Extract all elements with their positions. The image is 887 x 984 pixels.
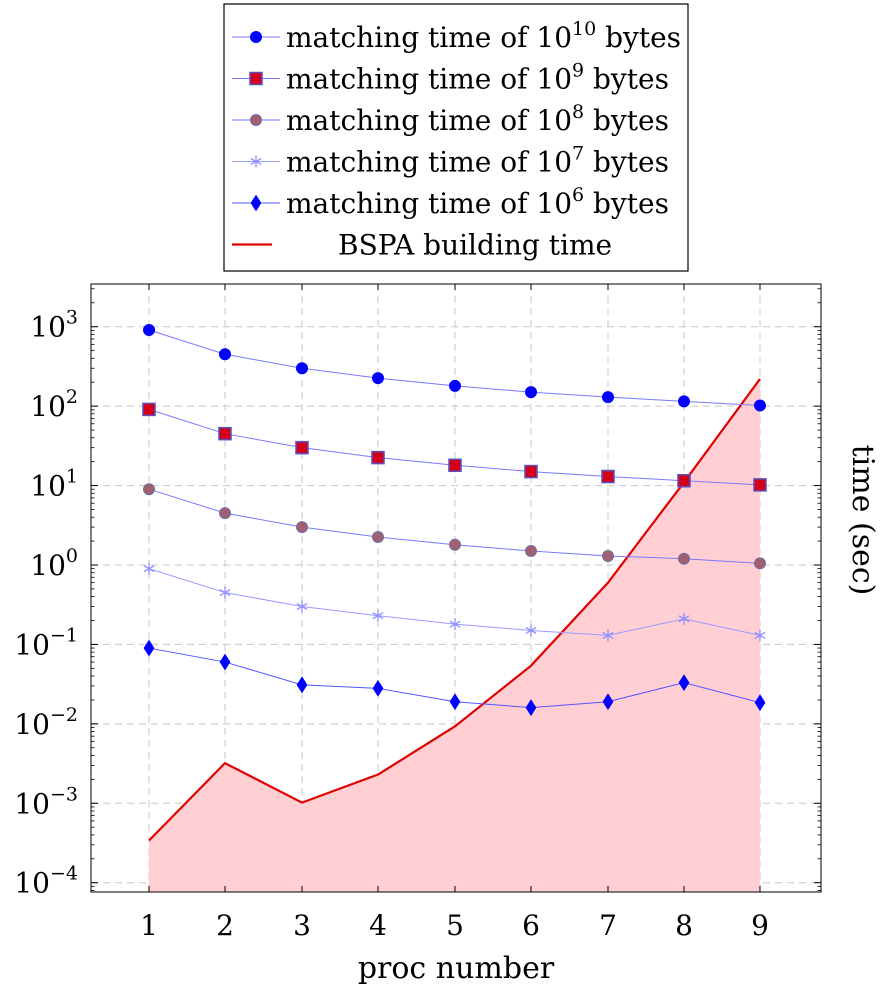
- data-point: [296, 600, 308, 613]
- data-point: [449, 693, 461, 711]
- data-point: [296, 521, 308, 534]
- x-tick-label: 9: [751, 909, 769, 942]
- legend-label: matching time of 108 bytes: [286, 101, 669, 137]
- data-point: [601, 469, 615, 484]
- data-point: [449, 538, 461, 551]
- legend-item: matching time of 106 bytes: [232, 184, 669, 220]
- plot-frame: [90, 283, 822, 893]
- data-point: [372, 609, 384, 622]
- data-point: [143, 483, 155, 496]
- y-tick-label: 102: [30, 386, 78, 423]
- x-tick-label: 7: [599, 909, 617, 942]
- legend-label: matching time of 107 bytes: [286, 143, 669, 179]
- data-point: [678, 674, 690, 692]
- y-tick-label: 10−2: [14, 704, 78, 741]
- legend: matching time of 1010 bytes matching time…: [223, 3, 689, 272]
- data-point: [754, 399, 766, 412]
- data-point: [754, 557, 766, 570]
- data-point: [219, 507, 231, 520]
- legend-label: matching time of 109 bytes: [286, 60, 669, 96]
- data-point: [296, 676, 308, 694]
- x-tick-label: 6: [522, 909, 540, 942]
- legend-marker: [250, 194, 262, 212]
- legend-item: matching time of 108 bytes: [232, 101, 669, 137]
- data-point: [602, 391, 614, 404]
- legend-item: matching time of 1010 bytes: [232, 18, 681, 54]
- data-point: [678, 552, 690, 565]
- data-point: [372, 531, 384, 544]
- x-tick-label: 3: [293, 909, 311, 942]
- data-point: [218, 426, 232, 441]
- y-tick-label: 10−3: [14, 783, 78, 820]
- x-axis-label: proc number: [358, 951, 555, 984]
- data-point: [525, 699, 537, 717]
- data-point: [219, 348, 231, 361]
- y-tick-label: 100: [30, 545, 78, 582]
- data-point: [371, 450, 385, 465]
- series-2: [143, 483, 766, 570]
- legend-marker: [249, 71, 263, 86]
- data-point: [295, 440, 309, 455]
- data-point: [372, 679, 384, 697]
- y-tick-label: 10−4: [14, 863, 78, 900]
- legend-marker: [250, 114, 262, 126]
- x-tick-label: 5: [446, 909, 464, 942]
- series-0: [143, 323, 766, 412]
- data-point: [602, 549, 614, 562]
- data-point: [753, 478, 767, 492]
- y-tick-label: 101: [30, 466, 78, 503]
- data-point: [143, 562, 155, 575]
- legend-label: matching time of 1010 bytes: [286, 18, 681, 54]
- bspa-line: [148, 378, 761, 842]
- data-point: [524, 464, 538, 479]
- data-point: [678, 612, 690, 625]
- series-4: [143, 639, 766, 717]
- legend-item: BSPA building time: [232, 229, 612, 262]
- data-point: [754, 629, 766, 642]
- legend-label: matching time of 106 bytes: [286, 184, 669, 220]
- data-point: [448, 458, 462, 473]
- data-point: [449, 618, 461, 631]
- data-point: [372, 372, 384, 385]
- data-point: [525, 386, 537, 399]
- y-axis-label: time (sec): [845, 445, 880, 596]
- x-tick-label: 8: [675, 909, 693, 942]
- legend-label: BSPA building time: [338, 229, 612, 262]
- series-1: [142, 402, 767, 492]
- legend-marker: [250, 155, 262, 168]
- bspa-area: [149, 378, 760, 892]
- y-axis: 10−4 10−3 10−2 10−1 100 101 102 103: [14, 288, 821, 900]
- data-point: [219, 653, 231, 671]
- data-point: [525, 545, 537, 558]
- data-point: [296, 362, 308, 375]
- legend-marker: [250, 31, 262, 43]
- data-point: [677, 474, 691, 488]
- data-point: [602, 629, 614, 642]
- legend-item: matching time of 107 bytes: [232, 143, 669, 179]
- data-point: [525, 624, 537, 637]
- data-point: [143, 639, 155, 657]
- data-point: [143, 323, 155, 336]
- legend-item: matching time of 109 bytes: [232, 60, 669, 96]
- data-point: [678, 395, 690, 408]
- x-tick-label: 2: [216, 909, 234, 942]
- series-3: [143, 562, 766, 642]
- x-axis: 1 2 3 4 5 6 7 8 9: [140, 284, 769, 942]
- legend-box: [223, 3, 689, 272]
- data-point: [142, 402, 156, 417]
- data-point: [754, 694, 766, 712]
- data-point: [219, 586, 231, 599]
- x-tick-label: 1: [140, 909, 158, 942]
- data-point: [449, 379, 461, 392]
- y-tick-label: 103: [30, 307, 78, 344]
- data-point: [602, 693, 614, 711]
- y-tick-label: 10−1: [14, 624, 78, 661]
- x-tick-label: 4: [369, 909, 387, 942]
